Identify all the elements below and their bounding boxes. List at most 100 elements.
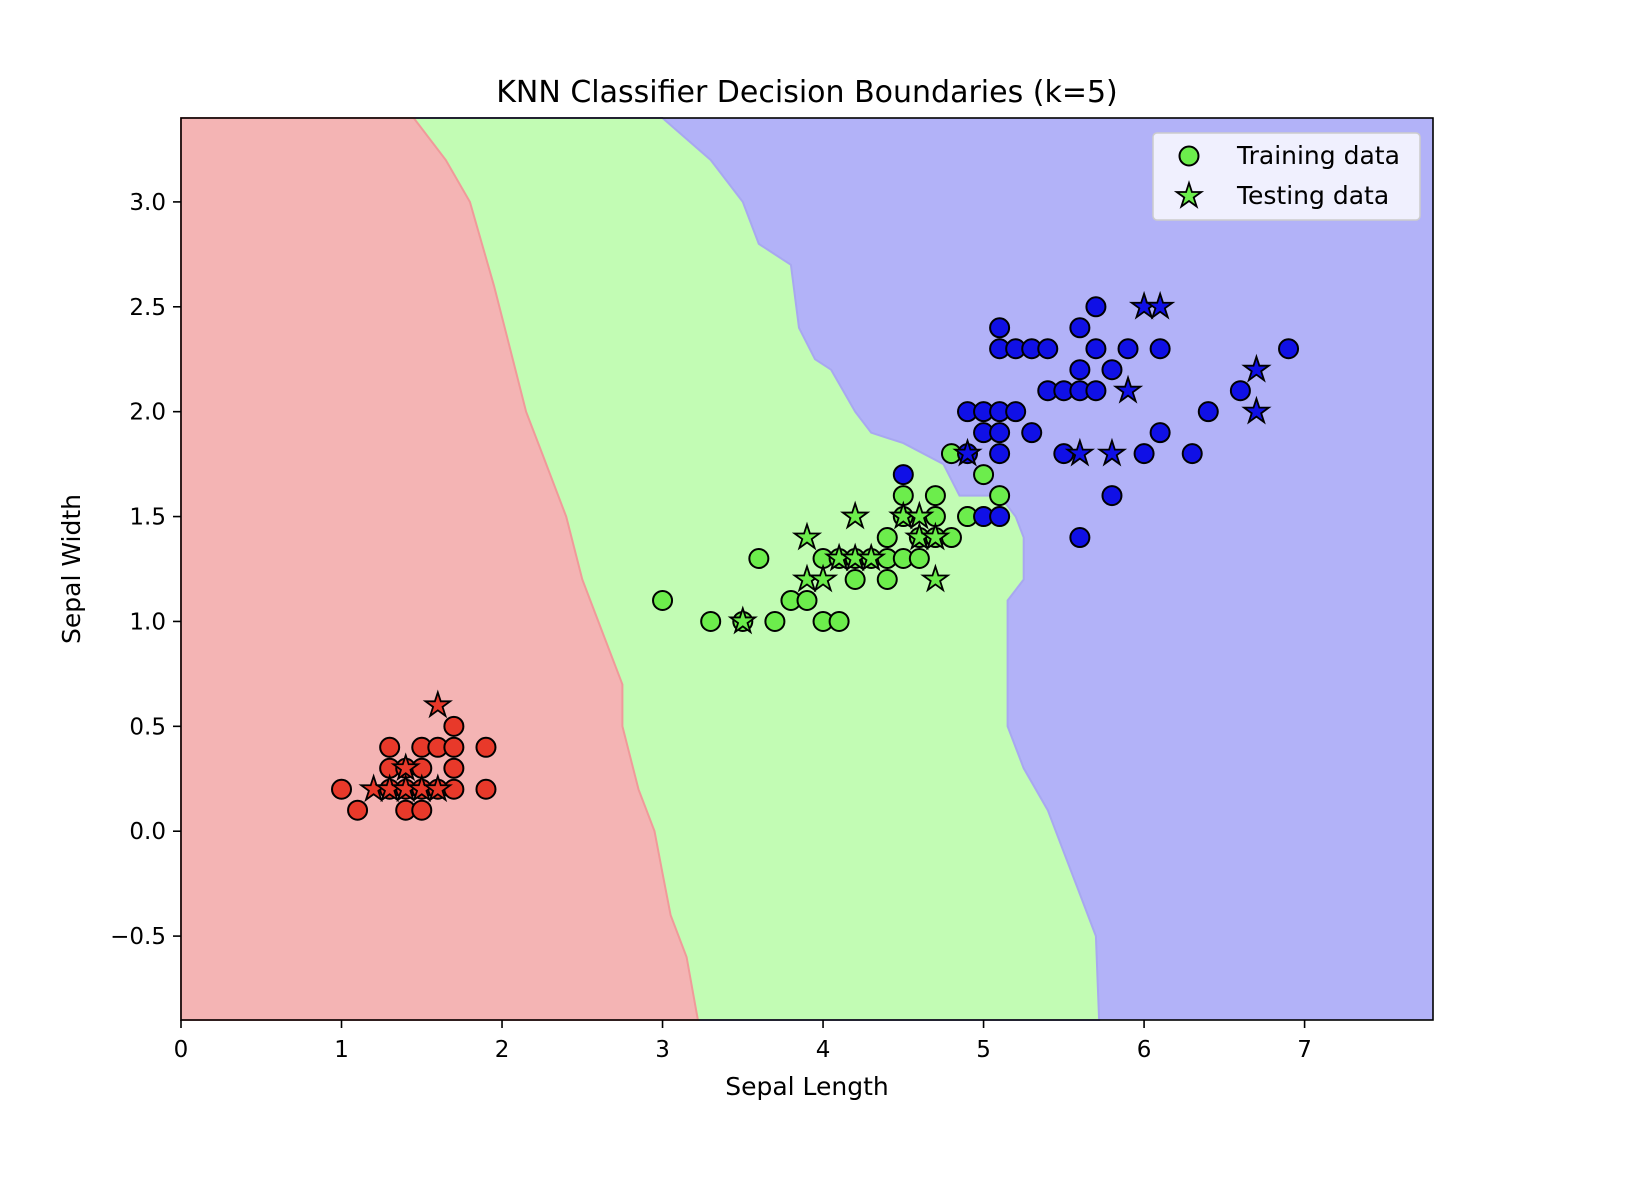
testing-point [1241,395,1272,425]
training-point [411,799,433,821]
y-tick-label: 3.0 [129,190,166,216]
training-point [1021,422,1043,444]
testing-point [1112,374,1144,404]
y-tick-label: 0.0 [129,819,166,845]
y-tick-label: 1.0 [129,609,166,635]
y-tick-label: 0.5 [129,714,166,740]
training-point [331,778,353,800]
testing-point [840,500,871,530]
x-axis-label: Sepal Length [725,1072,889,1101]
training-point [989,485,1011,507]
training-point [989,443,1011,465]
training-point [475,778,497,800]
training-point [1229,380,1251,402]
training-point [1085,296,1107,318]
testing-point [904,500,935,530]
testing-point [1096,437,1128,467]
testing-point [807,563,839,593]
y-axis-label: Sepal Width [57,494,86,644]
training-point [828,610,850,632]
training-point [1101,359,1123,381]
chart-title: KNN Classifier Decision Boundaries (k=5) [496,75,1118,110]
testing-point [920,521,951,551]
training-point [892,464,914,486]
training-point [973,464,995,486]
training-point [764,610,786,632]
testing-point [952,437,983,467]
y-tick-label: 2.5 [129,295,166,321]
training-point [940,527,962,549]
testing-point [1064,437,1096,467]
x-tick-label: 1 [334,1037,349,1063]
training-point [443,736,465,758]
training-point [443,715,465,737]
training-point [876,568,898,590]
legend-markers [1173,145,1205,209]
training-point [1181,443,1203,465]
training-point [989,422,1011,444]
training-point [1133,443,1155,465]
y-axis: −0.5 0.0 0.5 1.0 1.5 2.0 2.5 3.0 [110,190,181,950]
legend-label-testing: Testing data [1236,181,1389,210]
training-point [1278,338,1300,360]
region-class-0 [180,117,700,1021]
training-point [1069,527,1091,549]
y-tick-label: −0.5 [110,924,166,950]
legend-circle-marker [1178,145,1200,167]
training-point [748,548,770,570]
y-tick-label: 1.5 [129,505,166,531]
training-point [700,610,722,632]
x-tick-label: 7 [1297,1037,1312,1063]
training-point [1085,338,1107,360]
training-point [924,485,946,507]
training-point [1037,338,1059,360]
legend-star-marker [1173,180,1205,209]
legend: Training data Testing data [1152,132,1421,221]
x-tick-label: 0 [174,1037,189,1063]
training-point [1005,401,1027,423]
legend-label-training: Training data [1236,141,1400,170]
training-point [1053,443,1075,465]
y-tick-label: 2.0 [129,400,166,426]
plot-frame [180,117,1434,1021]
training-point [989,317,1011,339]
training-point [475,736,497,758]
training-point [443,778,465,800]
training-point [1149,422,1171,444]
training-point [1117,338,1139,360]
x-tick-label: 3 [655,1037,670,1063]
x-tick-label: 2 [495,1037,510,1063]
training-point [908,548,930,570]
x-axis: 0 1 2 3 4 5 6 7 [174,1020,1312,1063]
testing-point [856,542,887,572]
training-point [1197,401,1219,423]
x-tick-label: 4 [816,1037,831,1063]
data-points [331,290,1300,821]
training-point [379,736,401,758]
training-point [1085,380,1107,402]
testing-point [920,563,951,593]
testing-point [1241,353,1272,383]
training-point [989,506,1011,528]
testing-point [422,689,453,719]
training-point [652,589,674,611]
x-tick-label: 5 [976,1037,991,1063]
testing-point [1144,290,1176,320]
x-tick-label: 6 [1137,1037,1152,1063]
testing-point [422,773,453,803]
training-point [844,568,866,590]
testing-point [791,521,823,551]
testing-point [390,752,421,782]
training-point [1069,359,1091,381]
training-point [876,527,898,549]
training-point [1149,338,1171,360]
legend-box [1152,132,1421,221]
training-point [1069,317,1091,339]
testing-point [727,605,758,635]
training-point [443,757,465,779]
training-point [1101,485,1123,507]
training-point [347,799,369,821]
training-point [796,589,818,611]
